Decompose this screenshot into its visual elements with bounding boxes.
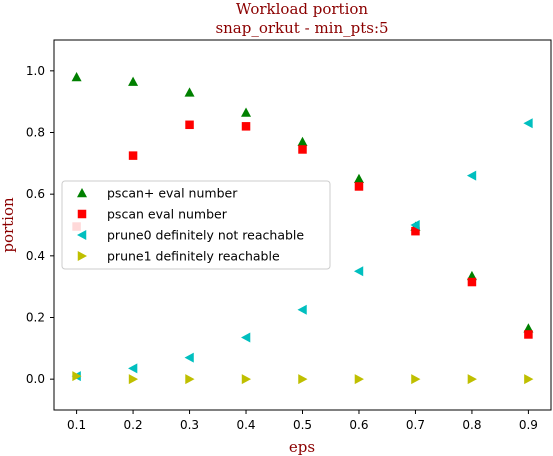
- data-point: [241, 107, 252, 117]
- y-tick-label: 0.6: [26, 187, 45, 201]
- y-tick-label: 0.8: [26, 126, 45, 140]
- x-tick-label: 0.2: [124, 418, 143, 432]
- y-axis-ticks: 0.0 0.2 0.4 0.6 0.8 1.0: [26, 64, 54, 386]
- data-point: [411, 374, 421, 385]
- x-tick-label: 0.8: [462, 418, 481, 432]
- data-point: [241, 122, 251, 131]
- x-tick-label: 0.9: [519, 418, 538, 432]
- data-point: [128, 374, 139, 385]
- data-point: [466, 170, 477, 181]
- data-point: [524, 330, 533, 339]
- y-tick-label: 0.4: [26, 249, 45, 263]
- chart-title: Workload portion: [236, 0, 368, 18]
- data-point: [524, 374, 534, 385]
- x-axis-label: eps: [289, 438, 315, 456]
- data-point: [523, 118, 533, 129]
- legend-marker: [77, 230, 87, 240]
- data-point: [467, 374, 477, 385]
- data-point: [297, 136, 308, 146]
- data-point: [185, 374, 195, 385]
- chart-subtitle: snap_orkut - min_pts:5: [215, 19, 388, 37]
- y-axis-label: portion: [0, 197, 17, 253]
- series-prune0-definitely-not-reachable: [71, 118, 533, 382]
- y-tick-label: 0.2: [26, 311, 45, 325]
- data-point: [354, 182, 364, 191]
- data-point: [71, 72, 82, 82]
- data-point: [128, 151, 138, 160]
- data-point: [410, 220, 420, 230]
- data-point: [128, 76, 139, 86]
- data-point: [184, 352, 194, 363]
- y-tick-label: 0.0: [26, 372, 45, 386]
- data-point: [241, 332, 251, 343]
- data-point: [298, 145, 307, 154]
- data-point: [184, 87, 195, 97]
- series-prune1-definitely-reachable: [72, 371, 534, 385]
- data-point: [72, 371, 82, 382]
- legend-label: prune0 definitely not reachable: [107, 228, 304, 243]
- data-point: [353, 266, 364, 277]
- legend: pscan+ eval number pscan eval number prune…: [61, 180, 331, 270]
- data-markers: [71, 72, 534, 385]
- data-point: [411, 226, 420, 236]
- x-tick-label: 0.5: [293, 418, 312, 432]
- data-point: [185, 120, 194, 130]
- x-tick-label: 0.4: [236, 418, 255, 432]
- data-point: [467, 277, 477, 287]
- data-point: [298, 374, 308, 385]
- legend-marker: [77, 188, 87, 198]
- x-tick-label: 0.3: [180, 418, 199, 432]
- data-point: [297, 304, 307, 315]
- data-point: [241, 374, 252, 385]
- x-tick-label: 0.7: [406, 418, 425, 432]
- legend-label: pscan eval number: [107, 207, 228, 222]
- legend-box: [61, 180, 331, 270]
- data-point: [128, 363, 138, 374]
- legend-marker: [77, 251, 87, 261]
- data-point: [354, 374, 364, 385]
- x-axis-ticks: 0.1 0.2 0.3 0.4 0.5 0.6 0.7 0.8 0.9: [67, 410, 538, 432]
- legend-label: prune1 definitely reachable: [107, 249, 280, 264]
- x-tick-label: 0.6: [349, 418, 368, 432]
- y-tick-label: 1.0: [26, 64, 45, 78]
- data-point: [353, 173, 364, 183]
- legend-marker: [77, 209, 87, 219]
- x-tick-label: 0.1: [67, 418, 86, 432]
- legend-label: pscan+ eval number: [107, 186, 238, 201]
